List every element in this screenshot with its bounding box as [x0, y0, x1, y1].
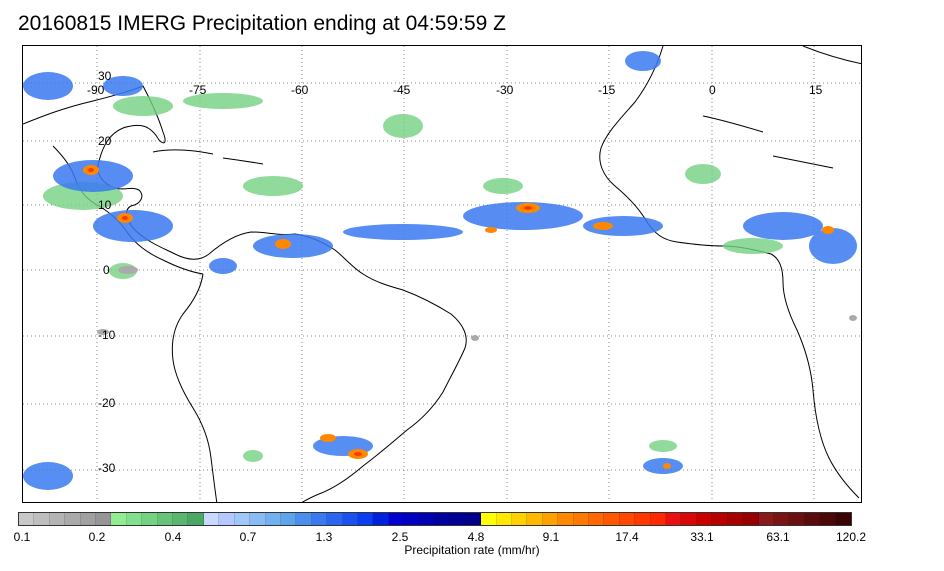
colorbar-swatch [126, 513, 143, 525]
colorbar-swatch [481, 513, 497, 525]
colorbar-swatch [650, 513, 667, 525]
lon-label: -60 [291, 83, 309, 97]
colorbar-swatch [342, 513, 358, 525]
lon-label: -90 [87, 83, 105, 97]
colorbar-swatch [434, 513, 451, 525]
lon-label: -15 [598, 83, 616, 97]
lon-label: -75 [189, 83, 207, 97]
colorbar-swatch [696, 513, 713, 525]
colorbar-swatch [373, 513, 389, 525]
colorbar-swatch [65, 513, 81, 525]
colorbar-swatch [804, 513, 821, 525]
colorbar-swatch [280, 513, 297, 525]
colorbar-swatch [404, 513, 420, 525]
lat-label: 20 [98, 134, 112, 148]
lon-label: -30 [496, 83, 514, 97]
colorbar-swatch [80, 513, 97, 525]
colorbar-swatch [419, 513, 435, 525]
colorbar-swatch [496, 513, 512, 525]
colorbar-swatch [19, 513, 35, 525]
colorbar-swatch [157, 513, 174, 525]
colorbar-swatch [589, 513, 605, 525]
colorbar-swatch [558, 513, 574, 525]
colorbar-swatch [173, 513, 189, 525]
precipitation-map: -90 -75 -60 -45 -30 -15 0 15 30 20 10 0 … [22, 45, 862, 503]
colorbar-swatch [250, 513, 266, 525]
colorbar-tick: 2.5 [391, 530, 409, 544]
lon-label: 0 [709, 83, 716, 97]
lat-label: 30 [98, 69, 112, 83]
colorbar-swatch [835, 513, 851, 525]
lat-label: 0 [103, 263, 110, 277]
precipitation-cells [23, 51, 857, 490]
colorbar-swatch [450, 513, 466, 525]
colorbar-swatch [820, 513, 836, 525]
colorbar-tick: 120.2 [835, 530, 867, 544]
colorbar-swatch [758, 513, 774, 525]
map-canvas [23, 46, 861, 502]
lat-label: -10 [98, 328, 116, 342]
colorbar-swatch [604, 513, 620, 525]
colorbar-swatch [234, 513, 251, 525]
colorbar-tick: 0.1 [13, 530, 31, 544]
colorbar [18, 512, 852, 526]
lat-label: -20 [98, 396, 116, 410]
colorbar-swatch [635, 513, 651, 525]
colorbar-tick: 0.4 [164, 530, 182, 544]
colorbar-swatch [743, 513, 759, 525]
colorbar-swatch [296, 513, 312, 525]
colorbar-tick: 63.1 [766, 530, 790, 544]
colorbar-swatch [789, 513, 805, 525]
colorbar-swatch [465, 513, 482, 525]
colorbar-swatch [203, 513, 220, 525]
colorbar-swatch [619, 513, 636, 525]
colorbar-swatch [34, 513, 50, 525]
colorbar-swatch [311, 513, 328, 525]
colorbar-swatch [49, 513, 66, 525]
colorbar-swatch [542, 513, 559, 525]
colorbar-swatch [219, 513, 235, 525]
lon-label: 15 [809, 83, 823, 97]
lat-label: 10 [98, 198, 112, 212]
colorbar-tick: 33.1 [690, 530, 714, 544]
colorbar-swatch [265, 513, 281, 525]
map-title: 20160815 IMERG Precipitation ending at 0… [18, 12, 506, 35]
colorbar-swatch [327, 513, 343, 525]
colorbar-swatch [681, 513, 697, 525]
colorbar-tick: 17.4 [615, 530, 639, 544]
colorbar-swatch [142, 513, 158, 525]
colorbar-tick: 1.3 [315, 530, 333, 544]
lon-label: -45 [393, 83, 411, 97]
colorbar-swatch [188, 513, 204, 525]
colorbar-swatch [666, 513, 682, 525]
colorbar-tick: 9.1 [542, 530, 560, 544]
colorbar-swatch [527, 513, 543, 525]
colorbar-swatch [712, 513, 728, 525]
colorbar-swatch [96, 513, 112, 525]
lat-label: -30 [98, 461, 116, 475]
colorbar-tick: 0.2 [88, 530, 106, 544]
colorbar-swatch [388, 513, 405, 525]
colorbar-swatch [773, 513, 790, 525]
colorbar-ticks: 0.1 0.2 0.4 0.7 1.3 2.5 4.8 9.1 17.4 33.… [0, 530, 944, 546]
colorbar-swatch [357, 513, 374, 525]
colorbar-swatch [111, 513, 127, 525]
colorbar-swatch [573, 513, 590, 525]
colorbar-swatch [727, 513, 744, 525]
colorbar-swatch [512, 513, 528, 525]
colorbar-label: Precipitation rate (mm/hr) [404, 543, 540, 557]
colorbar-tick: 0.7 [239, 530, 257, 544]
colorbar-tick: 4.8 [467, 530, 485, 544]
